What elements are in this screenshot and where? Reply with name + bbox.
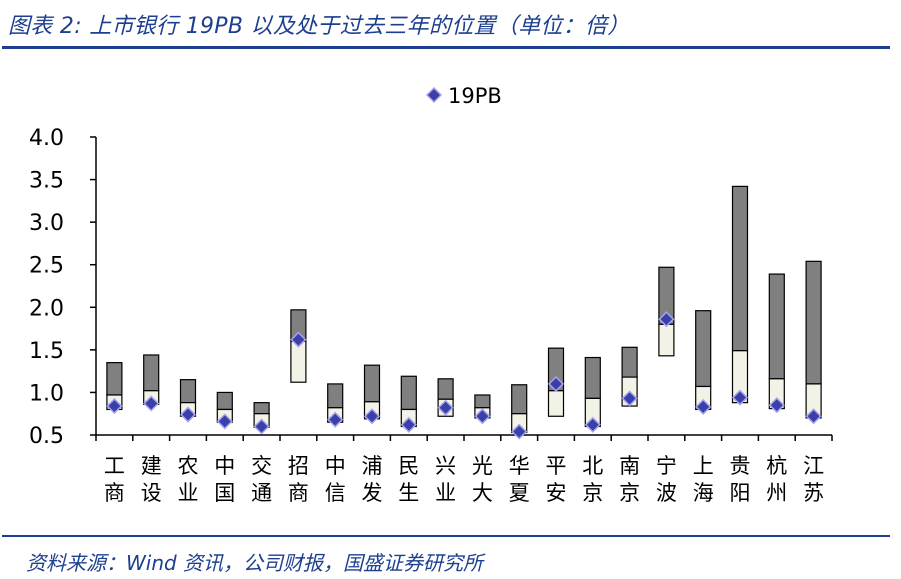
figure-header: 图表 2: 上市银行 19PB 以及处于过去三年的位置（单位：倍） bbox=[0, 0, 901, 48]
header-divider bbox=[2, 46, 890, 49]
x-category-label: 北 bbox=[582, 454, 603, 478]
pb-marker bbox=[805, 408, 822, 425]
bar-lower-segment bbox=[658, 323, 675, 357]
x-category-label: 大 bbox=[472, 481, 493, 505]
y-tick-label: 0.5 bbox=[29, 424, 64, 449]
footer-divider bbox=[2, 535, 890, 537]
pb-marker bbox=[547, 375, 565, 392]
y-tick-label: 3.0 bbox=[29, 211, 64, 236]
y-tick-label: 4.0 bbox=[29, 126, 64, 151]
y-tick-label: 3.5 bbox=[29, 169, 64, 194]
x-category-label: 商 bbox=[288, 481, 309, 505]
bar-upper-segment bbox=[621, 346, 638, 378]
bar-upper-segment bbox=[400, 375, 417, 411]
pb-marker bbox=[695, 398, 712, 415]
x-category-label: 发 bbox=[362, 481, 383, 505]
x-category-label: 交 bbox=[251, 454, 272, 478]
pb-marker bbox=[179, 406, 197, 423]
x-category-label: 工 bbox=[104, 454, 125, 478]
x-category-label: 业 bbox=[178, 481, 199, 505]
bar-upper-segment bbox=[363, 364, 381, 403]
x-category-label: 杭 bbox=[766, 454, 787, 478]
pb-marker bbox=[400, 416, 417, 433]
pb-marker bbox=[253, 418, 270, 435]
y-tick-label: 2.0 bbox=[29, 296, 64, 321]
x-category-label: 宁 bbox=[656, 454, 677, 478]
bar-upper-segment bbox=[216, 391, 233, 411]
bar-lower-segment bbox=[547, 390, 565, 417]
x-category-label: 上 bbox=[693, 454, 714, 478]
x-category-label: 南 bbox=[619, 454, 640, 478]
x-category-label: 招 bbox=[288, 454, 309, 478]
x-category-label: 建 bbox=[141, 454, 162, 478]
x-category-label: 中 bbox=[214, 454, 235, 478]
x-category-label: 贵 bbox=[730, 454, 751, 478]
bar-upper-segment bbox=[805, 260, 822, 385]
y-tick-label: 1.0 bbox=[29, 381, 64, 406]
x-category-label: 安 bbox=[546, 481, 567, 505]
bar-upper-segment bbox=[179, 379, 197, 404]
pb-marker bbox=[584, 416, 601, 433]
pb-marker bbox=[621, 390, 638, 407]
x-category-label: 京 bbox=[582, 481, 603, 505]
bar-upper-segment bbox=[106, 362, 123, 396]
x-category-label: 通 bbox=[251, 481, 272, 505]
bar-upper-segment bbox=[584, 356, 601, 399]
x-category-label: 生 bbox=[398, 481, 419, 505]
x-category-label: 浦 bbox=[362, 454, 383, 478]
pb-marker bbox=[474, 408, 491, 425]
x-category-label: 民 bbox=[398, 454, 419, 478]
x-category-label: 阳 bbox=[730, 481, 751, 505]
x-category-label: 商 bbox=[104, 481, 125, 505]
legend-label: 19PB bbox=[448, 84, 502, 108]
x-category-label: 信 bbox=[325, 481, 346, 505]
bar-upper-segment bbox=[731, 185, 749, 352]
x-category-label: 设 bbox=[141, 481, 162, 505]
x-category-label: 江 bbox=[803, 454, 824, 478]
x-category-label: 国 bbox=[214, 481, 235, 505]
bar-upper-segment bbox=[474, 394, 491, 409]
pb-marker bbox=[290, 331, 307, 348]
bar-upper-segment bbox=[695, 310, 712, 388]
pb-marker bbox=[731, 389, 749, 406]
x-category-label: 苏 bbox=[803, 481, 824, 505]
x-category-label: 中 bbox=[325, 454, 346, 478]
x-category-label: 农 bbox=[178, 454, 199, 478]
x-category-label: 平 bbox=[546, 454, 567, 478]
figure-title: 图表 2: 上市银行 19PB 以及处于过去三年的位置（单位：倍） bbox=[8, 14, 630, 39]
x-category-label: 京 bbox=[619, 481, 640, 505]
x-category-label: 夏 bbox=[509, 481, 530, 505]
legend-marker bbox=[425, 86, 443, 104]
bar-upper-segment bbox=[437, 378, 454, 400]
y-tick-label: 2.5 bbox=[29, 254, 64, 279]
bar-upper-segment bbox=[511, 384, 528, 415]
bar-upper-segment bbox=[768, 273, 785, 380]
pb-marker bbox=[327, 411, 344, 428]
bar-upper-segment bbox=[253, 402, 270, 415]
source-note: 资料来源：Wind 资讯，公司财报，国盛证券研究所 bbox=[26, 551, 484, 575]
bar-upper-segment bbox=[143, 354, 160, 392]
pb-marker bbox=[363, 408, 381, 425]
x-category-label: 光 bbox=[472, 454, 493, 478]
pb-marker bbox=[106, 397, 123, 415]
y-tick-label: 1.5 bbox=[29, 339, 64, 364]
x-category-label: 华 bbox=[509, 454, 530, 478]
x-category-label: 州 bbox=[766, 481, 787, 505]
pb-marker bbox=[216, 413, 233, 430]
pb-marker bbox=[143, 395, 160, 412]
bar-upper-segment bbox=[327, 383, 344, 409]
pb-marker bbox=[658, 311, 675, 328]
pb-marker bbox=[511, 423, 528, 440]
pb-marker bbox=[768, 397, 785, 414]
x-category-label: 兴 bbox=[435, 454, 456, 478]
pb-marker bbox=[437, 399, 454, 416]
x-category-label: 海 bbox=[693, 481, 714, 505]
x-category-label: 业 bbox=[435, 481, 456, 505]
x-category-label: 波 bbox=[656, 481, 677, 505]
